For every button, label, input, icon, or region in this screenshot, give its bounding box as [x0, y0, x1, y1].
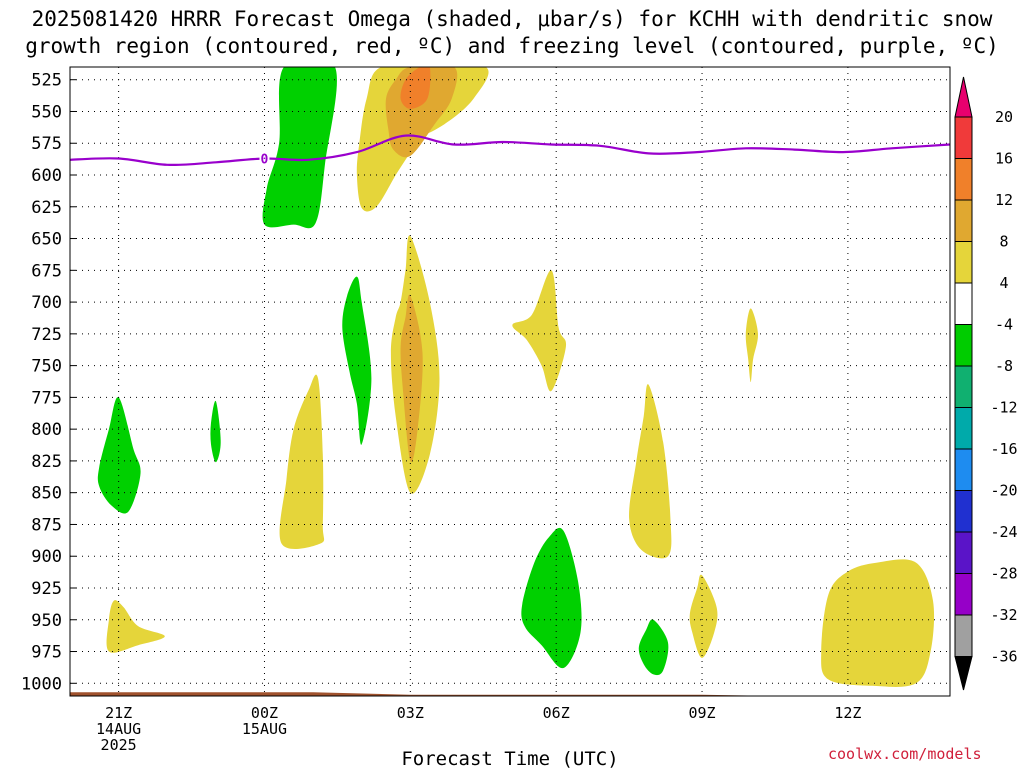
colorbar-label-4: 4 — [999, 274, 1008, 292]
omega-region-orange-mid-core — [400, 294, 423, 463]
y-tick-label-525: 525 — [31, 71, 62, 91]
colorbar-band--28-to--32 — [954, 573, 973, 616]
colorbar-band--4-to--8 — [954, 324, 973, 367]
colorbar-label-8: 8 — [999, 233, 1008, 251]
omega-region-yellow-0030 — [279, 374, 325, 550]
colorbar-label--8: -8 — [995, 357, 1013, 375]
colorbar-label--24: -24 — [990, 523, 1017, 541]
y-tick-label-900: 900 — [31, 547, 62, 567]
y-tick-label-725: 725 — [31, 325, 62, 345]
colorbar-band--32-to--36 — [954, 614, 973, 657]
colorbar-band--16-to--20 — [954, 448, 973, 491]
omega-region-dark-orange-upper-core — [400, 67, 431, 109]
colorbar-arrow-top — [954, 76, 973, 118]
grid-lines — [70, 67, 950, 696]
colorbar-label--32: -32 — [990, 606, 1017, 624]
y-tick-label-675: 675 — [31, 261, 62, 281]
omega-region-yellow-sw-tongue — [106, 600, 165, 653]
y-tick-label-700: 700 — [31, 293, 62, 313]
x-tick-label-09Z-0: 09Z — [688, 704, 715, 722]
x-tick-label-21Z-0: 21Z — [105, 704, 132, 722]
y-tick-label-950: 950 — [31, 611, 62, 631]
credit-link[interactable]: coolwx.com/models — [828, 745, 982, 763]
omega-region-green-sliver-700 — [342, 276, 372, 445]
x-axis-label: Forecast Time (UTC) — [401, 748, 618, 768]
y-tick-label-775: 775 — [31, 388, 62, 408]
colorbar-label--4: -4 — [995, 316, 1013, 334]
y-tick-label-975: 975 — [31, 643, 62, 663]
colorbar-band-12-to-8 — [954, 199, 973, 242]
x-tick-label-21Z-1: 14AUG — [96, 720, 141, 738]
omega-region-yellow-0500-diamond — [512, 270, 567, 392]
colorbar-band-4-to--4 — [954, 282, 973, 325]
terrain-surface — [70, 692, 950, 696]
y-tick-label-650: 650 — [31, 230, 62, 250]
x-tick-label-21Z-2: 2025 — [101, 736, 137, 754]
omega-region-yellow-1100-sliver — [745, 308, 759, 383]
plot-background — [70, 67, 950, 696]
colorbar-band-8-to-4 — [954, 241, 973, 284]
colorbar-band--12-to--16 — [954, 407, 973, 450]
omega-region-yellow-1200-blob — [821, 559, 935, 687]
y-tick-label-600: 600 — [31, 166, 62, 186]
colorbar-band-20-to-16 — [954, 116, 973, 159]
y-tick-label-875: 875 — [31, 515, 62, 535]
y-tick-label-825: 825 — [31, 452, 62, 472]
x-tick-label-00Z-1: 15AUG — [242, 720, 287, 738]
y-tick-label-1000: 1000 — [21, 674, 62, 694]
colorbar-label--36: -36 — [990, 648, 1017, 666]
omega-region-green-sw-blob — [97, 397, 141, 514]
terrain-layer — [70, 692, 950, 696]
omega-region-yellow-0900-low — [689, 574, 718, 658]
colorbar-band--24-to--28 — [954, 531, 973, 574]
y-tick-label-850: 850 — [31, 484, 62, 504]
x-tick-label-06Z-0: 06Z — [543, 704, 570, 722]
x-tick-label-12Z-0: 12Z — [834, 704, 861, 722]
colorbar-label--28: -28 — [990, 565, 1017, 583]
y-tick-label-800: 800 — [31, 420, 62, 440]
colorbar-label--16: -16 — [990, 440, 1017, 458]
omega-shaded-regions — [97, 67, 935, 687]
omega-region-green-band-upper — [262, 67, 337, 229]
omega-region-green-small-2130 — [210, 400, 221, 463]
colorbar-arrow-bottom — [954, 656, 973, 691]
y-tick-label-925: 925 — [31, 579, 62, 599]
colorbar: 20 16 12 8 4 -4 -8 -12 -16 -20 -24 -28 -32 -36 — [954, 76, 1018, 691]
y-tick-label-750: 750 — [31, 357, 62, 377]
colorbar-band-16-to-12 — [954, 158, 973, 201]
freezing-level-label: 0 — [261, 152, 269, 167]
x-tick-label-00Z-0: 00Z — [251, 704, 278, 722]
colorbar-band--20-to--24 — [954, 490, 973, 533]
y-tick-label-550: 550 — [31, 102, 62, 122]
omega-region-green-0800-low — [638, 619, 669, 676]
title-line-1: 2025081420 HRRR Forecast Omega (shaded, … — [31, 7, 993, 31]
colorbar-band--8-to--12 — [954, 365, 973, 408]
freezing-level-contour: 0 — [70, 134, 950, 167]
freezing-level-line — [70, 134, 950, 167]
chart-title: 2025081420 HRRR Forecast Omega (shaded, … — [0, 6, 1024, 60]
freezing-level-label-bg — [259, 150, 270, 165]
colorbar-label--12: -12 — [990, 399, 1017, 417]
x-tick-label-03Z-0: 03Z — [397, 704, 424, 722]
y-tick-label-625: 625 — [31, 198, 62, 218]
title-line-2: growth region (contoured, red, ºC) and f… — [25, 34, 999, 58]
colorbar-label--20: -20 — [990, 482, 1017, 500]
omega-region-yellow-0730-850 — [629, 384, 672, 559]
colorbar-label-12: 12 — [995, 191, 1013, 209]
omega-region-green-0600-low — [521, 527, 582, 669]
colorbar-label-20: 20 — [995, 108, 1013, 126]
plot-frame — [69, 66, 951, 697]
y-tick-labels: 525 550 575 600 625 650 675 700 725 750 775 800 825 8… — [21, 71, 62, 695]
y-tick-label-575: 575 — [31, 134, 62, 154]
colorbar-label-16: 16 — [995, 150, 1013, 168]
